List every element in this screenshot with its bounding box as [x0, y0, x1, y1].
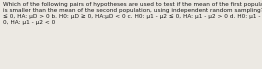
Text: Which of the following pairs of hypotheses are used to test if the mean of the f: Which of the following pairs of hypothes…: [3, 2, 262, 25]
